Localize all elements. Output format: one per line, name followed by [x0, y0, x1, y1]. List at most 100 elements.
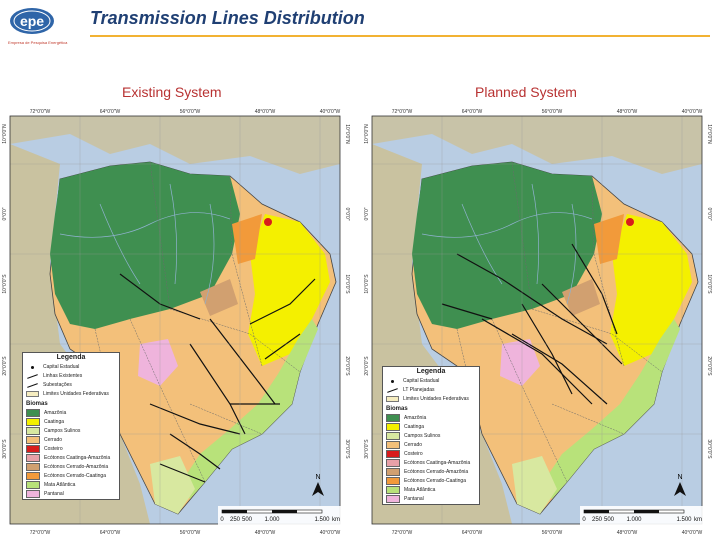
right-coordinate: 0°0'0" [706, 207, 712, 220]
biome-legend-item: Amazônia [26, 409, 119, 417]
biome-costeiro [626, 218, 634, 226]
biome-legend-item: Campos Sulinos [26, 427, 119, 435]
transmission-line [441, 303, 493, 320]
biome-label: Amazônia [404, 415, 427, 421]
legend-item-label: Capital Estadual [43, 364, 80, 370]
left-coordinate: 20°0'0"S [2, 356, 8, 376]
line-symbol-icon [26, 373, 39, 379]
line-symbol-icon [386, 387, 399, 393]
state-border [149, 161, 171, 310]
biome-legend-item: Campos Sulinos [386, 432, 479, 440]
transmission-line [149, 403, 241, 435]
biome-label: Campos Sulinos [404, 433, 441, 439]
biome-label: Ecótonos Caatinga-Amazônia [404, 460, 471, 466]
state-border [511, 161, 533, 310]
biome-title: Biomas [386, 406, 408, 412]
biome-pantanal [500, 339, 540, 386]
legend-item-label: Subestações [43, 382, 72, 388]
biome-legend-item: Pantanal [386, 495, 479, 503]
left-coordinate: 10°0'0"N [364, 124, 370, 144]
north-label: N [677, 474, 682, 481]
biome-legend-item: Mata Atlântica [386, 486, 479, 494]
biome-label: Caatinga [404, 424, 425, 430]
logo-tagline: Empresa de Pesquisa Energética [8, 40, 68, 45]
biome-ecotono-cerrado-caatinga [232, 214, 262, 264]
biome-swatch [26, 490, 40, 498]
biome-swatch [386, 432, 400, 440]
biome-swatch [26, 436, 40, 444]
biome-swatch [26, 472, 40, 480]
biome-campos-sulinos [150, 456, 195, 514]
legend-item-label: Limites Unidades Federativas [403, 396, 469, 402]
legend-item: Capital Estadual [386, 377, 479, 385]
scale-label: 1.000 [264, 517, 280, 523]
scale-label: 250 [592, 517, 603, 523]
biome-legend-item: Ecótonos Cerrado-Caatinga [386, 477, 479, 485]
existing-system-title: Existing System [122, 84, 222, 100]
biome-swatch [386, 486, 400, 494]
biome-swatch [386, 477, 400, 485]
left-coordinate: 20°0'0"S [364, 356, 370, 376]
legend-item: Limites Unidades Federativas [26, 390, 119, 398]
bottom-coordinate: 56°0'0"W [180, 530, 201, 536]
biome-ecotono-cerrado-amazonia [562, 279, 600, 316]
scale-label: 1.500 [314, 517, 330, 523]
biome-mata-atlantica [542, 319, 680, 499]
logo-text: epe [20, 13, 44, 29]
left-coordinate: 30°0'0"S [2, 439, 8, 459]
state-border [189, 403, 263, 435]
bottom-coordinate: 40°0'0"W [320, 530, 341, 536]
biome-swatch [26, 409, 40, 417]
transmission-line [481, 318, 593, 405]
legend-item: Limites Unidades Federativas [386, 395, 479, 403]
biome-legend-item: Pantanal [26, 490, 119, 498]
bottom-coordinate: 48°0'0"W [255, 530, 276, 536]
bottom-coordinate: 72°0'0"W [30, 530, 51, 536]
scale-unit: km [332, 517, 340, 523]
river [531, 183, 540, 285]
biome-label: Pantanal [44, 491, 64, 497]
river [461, 203, 503, 285]
biome-swatch [386, 441, 400, 449]
biome-label: Amazônia [44, 410, 67, 416]
state-border [551, 403, 625, 435]
biome-title: Biomas [26, 401, 48, 407]
top-coordinate: 48°0'0"W [255, 109, 276, 115]
transmission-line [209, 318, 276, 405]
neighbor-north [10, 116, 340, 174]
biome-legend-item: Ecótonos Cerrado-Caatinga [26, 472, 119, 480]
planned-system-title: Planned System [475, 84, 577, 100]
right-coordinate: 30°0'0"S [344, 439, 350, 459]
biome-amazonia [50, 162, 240, 329]
biome-campos-sulinos [512, 456, 557, 514]
biome-legend-item: Mata Atlântica [26, 481, 119, 489]
scale-bar: 0 250 500 1.000 1.500 km [218, 506, 346, 528]
biome-ecotono-cerrado-amazonia [200, 279, 238, 316]
left-coordinate: 10°0'0"S [2, 274, 8, 294]
right-coordinate: 20°0'0"S [344, 356, 350, 376]
scale-label: 0 [220, 517, 224, 523]
biome-legend-item: Caatinga [386, 423, 479, 431]
north-arrow-icon [312, 482, 324, 496]
legend-item: Linhas Existentes [26, 372, 119, 380]
biome-label: Ecótonos Caatinga-Amazônia [44, 455, 111, 461]
biome-label: Campos Sulinos [44, 428, 81, 434]
right-coordinate: 10°0'0"S [344, 274, 350, 294]
biome-caatinga [610, 214, 692, 366]
biome-label: Ecótonos Cerrado-Caatinga [44, 473, 106, 479]
top-coordinate: 56°0'0"W [542, 109, 563, 115]
transmission-line [521, 303, 573, 395]
biome-swatch [26, 427, 40, 435]
transmission-line [541, 283, 623, 365]
capital-dot-icon [26, 364, 39, 370]
right-coordinate: 20°0'0"S [706, 356, 712, 376]
legend-item: LT Planejadas [386, 386, 479, 394]
bottom-coordinate: 48°0'0"W [617, 530, 638, 536]
legend-item: Subestações [26, 381, 119, 389]
transmission-line [264, 333, 301, 360]
left-coordinate: 30°0'0"S [364, 439, 370, 459]
biome-legend-item: Ecótonos Caatinga-Amazônia [386, 459, 479, 467]
river [99, 203, 141, 285]
legend-item-label: LT Planejadas [403, 387, 435, 393]
biome-label: Mata Atlântica [44, 482, 76, 488]
